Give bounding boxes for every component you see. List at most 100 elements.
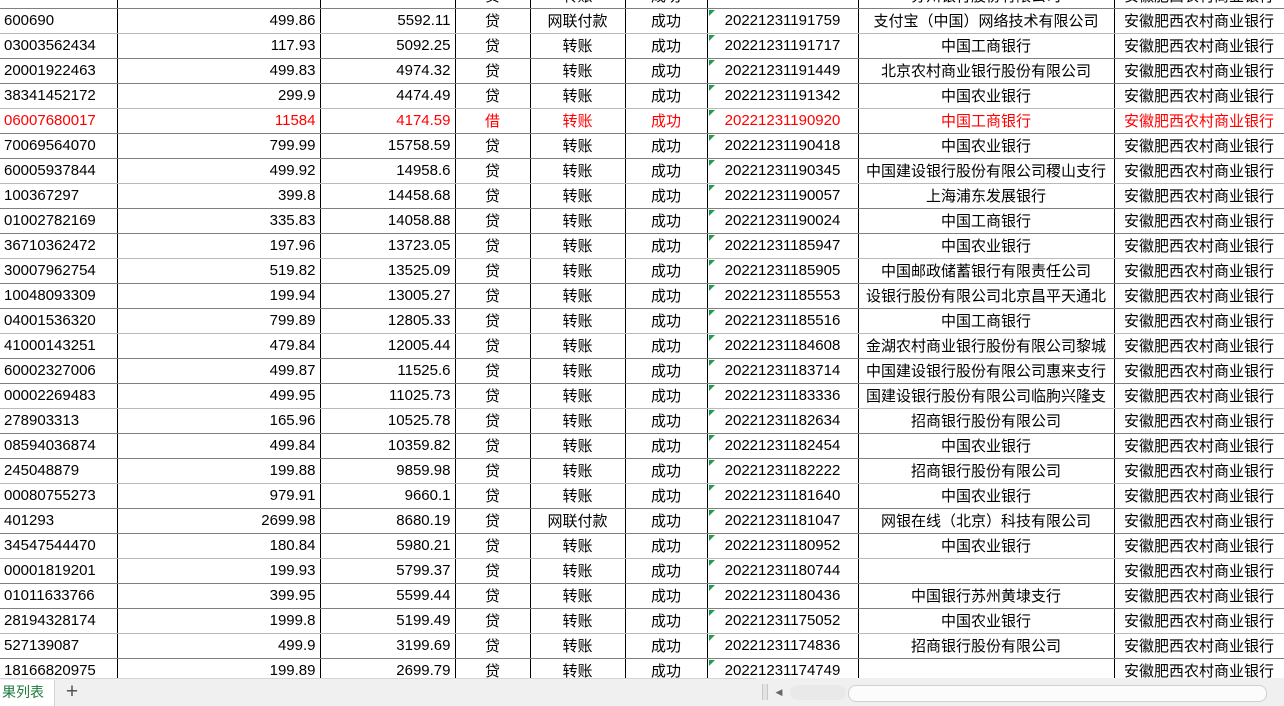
cell-account[interactable]: 03003562434 — [0, 33, 118, 59]
cell-ourbank[interactable]: 安徽肥西农村商业银行 — [1114, 208, 1284, 234]
cell-type[interactable]: 转账 — [530, 383, 626, 409]
cell-dc[interactable]: 贷 — [455, 83, 531, 109]
cell-balance[interactable]: 5599.44 — [320, 583, 456, 609]
cell-opposite[interactable]: 中国银行苏州黄埭支行 — [858, 583, 1115, 609]
cell-dc[interactable]: 贷 — [455, 233, 531, 259]
cell-status[interactable]: 成功 — [625, 358, 708, 384]
cell-amount[interactable]: 479.84 — [117, 333, 321, 359]
cell-dc[interactable]: 贷 — [455, 33, 531, 59]
table-row[interactable]: 70069564070 799.99 15758.59 贷转账 成功 2022123119… — [0, 133, 1284, 159]
table-row[interactable]: 100367297 399.8 14458.68 贷转账 成功 2022123119005… — [0, 183, 1284, 209]
cell-status[interactable]: 成功 — [625, 308, 708, 334]
cell-type[interactable]: 转账 — [530, 258, 626, 284]
cell-account[interactable]: 00002269483 — [0, 383, 118, 409]
cell-ourbank[interactable]: 安徽肥西农村商业银行 — [1114, 33, 1284, 59]
cell-ourbank[interactable]: 安徽肥西农村商业银行 — [1114, 658, 1284, 678]
cell-type[interactable]: 转账 — [530, 58, 626, 84]
cell-opposite[interactable]: 中国建设银行股份有限公司惠来支行 — [858, 358, 1115, 384]
cell-type[interactable]: 网联付款 — [530, 508, 626, 534]
cell-account[interactable]: 60002327006 — [0, 358, 118, 384]
cell-account[interactable]: 100367297 — [0, 183, 118, 209]
cell-dc[interactable]: 贷 — [455, 258, 531, 284]
cell-datetime[interactable]: 20221231174836 — [706, 633, 859, 659]
cell-opposite[interactable]: 招商银行股份有限公司 — [858, 408, 1115, 434]
cell-status[interactable]: 成功 — [625, 633, 708, 659]
cell-amount[interactable]: 2699.98 — [117, 508, 321, 534]
cell-dc[interactable]: 贷 — [455, 308, 531, 334]
table-row[interactable]: 04001536320 799.89 12805.33 贷转账 成功 2022123118… — [0, 308, 1284, 334]
cell-amount[interactable]: 499.95 — [117, 383, 321, 409]
cell-amount[interactable]: 979.91 — [117, 483, 321, 509]
cell-account[interactable]: 28194328174 — [0, 608, 118, 634]
cell-amount[interactable]: 799.89 — [117, 308, 321, 334]
cell-type[interactable]: 转账 — [530, 658, 626, 678]
cell-type[interactable]: 转账 — [530, 208, 626, 234]
cell-type[interactable]: 转账 — [530, 233, 626, 259]
cell-dc[interactable]: 贷 — [455, 408, 531, 434]
cell-datetime[interactable]: 20221231191342 — [706, 83, 859, 109]
cell-balance[interactable]: 13723.05 — [320, 233, 456, 259]
cell-balance[interactable]: 3199.69 — [320, 633, 456, 659]
cell-ourbank[interactable]: 安徽肥西农村商业银行 — [1114, 0, 1284, 9]
cell-balance[interactable]: 2699.79 — [320, 658, 456, 678]
cell-status[interactable]: 成功 — [625, 383, 708, 409]
table-row[interactable]: 10048093309 199.94 13005.27 贷转账 成功 2022123118… — [0, 283, 1284, 309]
cell-amount[interactable]: 499.83 — [117, 58, 321, 84]
cell-balance[interactable]: 11525.6 — [320, 358, 456, 384]
cell-status[interactable]: 成功 — [625, 458, 708, 484]
cell-status[interactable]: 成功 — [625, 208, 708, 234]
cell-balance[interactable]: 10525.78 — [320, 408, 456, 434]
table-row[interactable]: 18166820975 199.89 2699.79 贷转账 成功 20221231174… — [0, 658, 1284, 678]
cell-amount[interactable]: 199.89 — [117, 658, 321, 678]
cell-datetime[interactable]: 20221231191449 — [706, 58, 859, 84]
cell-status[interactable]: 成功 — [625, 533, 708, 559]
cell-status[interactable]: 成功 — [625, 558, 708, 584]
table-row[interactable]: 05007187549199.845791.95贷转账成功20221231192… — [0, 0, 1284, 9]
cell-status[interactable]: 成功 — [625, 283, 708, 309]
cell-dc[interactable]: 贷 — [455, 508, 531, 534]
cell-account[interactable]: 00080755273 — [0, 483, 118, 509]
cell-account[interactable]: 01002782169 — [0, 208, 118, 234]
cell-opposite[interactable] — [858, 658, 1115, 678]
cell-datetime[interactable]: 20221231180744 — [706, 558, 859, 584]
table-row[interactable]: 36710362472 197.96 13723.05 贷转账 成功 2022123118… — [0, 233, 1284, 259]
table-row[interactable]: 60002327006 499.87 11525.6 贷转账 成功 20221231183… — [0, 358, 1284, 384]
table-row[interactable]: 08594036874 499.84 10359.82 贷转账 成功 2022123118… — [0, 433, 1284, 459]
cell-type[interactable]: 转账 — [530, 283, 626, 309]
cell-ourbank[interactable]: 安徽肥西农村商业银行 — [1114, 383, 1284, 409]
cell-balance[interactable]: 9859.98 — [320, 458, 456, 484]
table-row[interactable]: 60005937844 499.92 14958.6 贷转账 成功 20221231190… — [0, 158, 1284, 184]
cell-dc[interactable]: 贷 — [455, 333, 531, 359]
cell-status[interactable]: 成功 — [625, 233, 708, 259]
cell-datetime[interactable]: 20221231190920 — [706, 108, 859, 134]
cell-account[interactable]: 06007680017 — [0, 108, 118, 134]
cell-datetime[interactable]: 20221231181640 — [706, 483, 859, 509]
cell-account[interactable]: 18166820975 — [0, 658, 118, 678]
table-row[interactable]: 401293 2699.98 8680.19 贷网联付款 成功 2022123118104… — [0, 508, 1284, 534]
cell-type[interactable]: 转账 — [530, 133, 626, 159]
cell-opposite[interactable]: 中国工商银行 — [858, 208, 1115, 234]
scroll-left-arrow-icon[interactable]: ◀ — [768, 684, 790, 700]
cell-balance[interactable]: 5799.37 — [320, 558, 456, 584]
cell-amount[interactable]: 299.9 — [117, 83, 321, 109]
cell-opposite[interactable]: 中国农业银行 — [858, 533, 1115, 559]
cell-datetime[interactable]: 20221231190057 — [706, 183, 859, 209]
cell-opposite[interactable]: 金湖农村商业银行股份有限公司黎城 — [858, 333, 1115, 359]
cell-opposite[interactable]: 中国农业银行 — [858, 433, 1115, 459]
cell-amount[interactable]: 199.94 — [117, 283, 321, 309]
cell-amount[interactable]: 11584 — [117, 108, 321, 134]
cell-opposite[interactable]: 中国工商银行 — [858, 108, 1115, 134]
add-sheet-button[interactable]: + — [65, 680, 79, 703]
cell-opposite[interactable]: 设银行股份有限公司北京昌平天通北 — [858, 283, 1115, 309]
horizontal-scrollbar-area[interactable]: ◀ — [756, 678, 1284, 706]
table-row[interactable]: 278903313 165.96 10525.78 贷转账 成功 202212311826… — [0, 408, 1284, 434]
horizontal-scrollbar-thumb[interactable] — [848, 684, 1268, 702]
cell-balance[interactable]: 15758.59 — [320, 133, 456, 159]
cell-ourbank[interactable]: 安徽肥西农村商业银行 — [1114, 358, 1284, 384]
cell-datetime[interactable]: 20221231191717 — [706, 33, 859, 59]
cell-account[interactable]: 38341452172 — [0, 83, 118, 109]
cell-type[interactable]: 网联付款 — [530, 8, 626, 34]
cell-status[interactable]: 成功 — [625, 133, 708, 159]
cell-opposite[interactable]: 中国农业银行 — [858, 608, 1115, 634]
table-row[interactable]: 28194328174 1999.8 5199.49 贷转账 成功 20221231175… — [0, 608, 1284, 634]
